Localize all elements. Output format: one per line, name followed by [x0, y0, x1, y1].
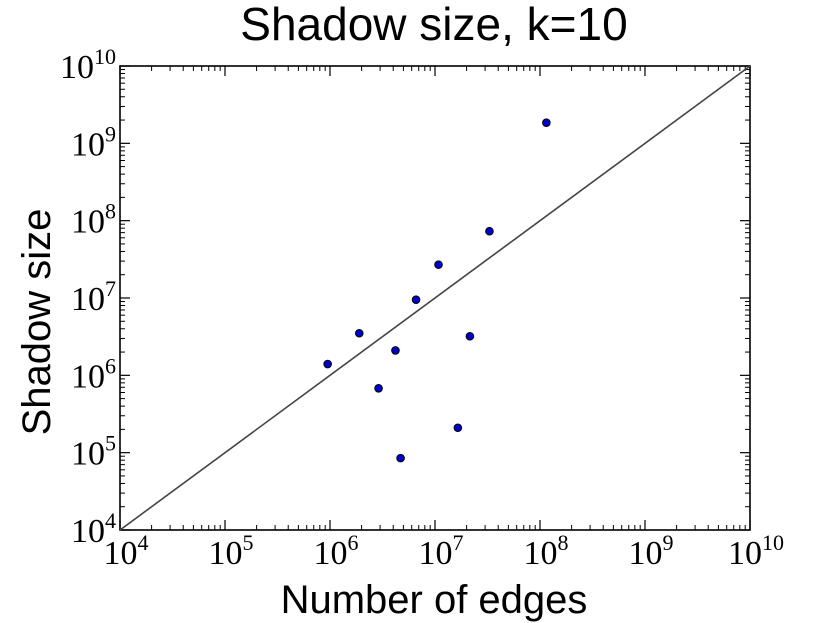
y-axis-label: Shadow size: [15, 209, 59, 436]
x-tick-label: 106: [314, 530, 359, 572]
y-tick-label: 106: [71, 353, 116, 395]
y-tick-label: 109: [71, 121, 116, 163]
chart-title: Shadow size, k=10: [240, 0, 627, 50]
x-tick-label: 107: [419, 530, 464, 572]
data-point: [411, 295, 421, 305]
x-tick-label: 108: [524, 530, 569, 572]
y-tick-label: 108: [71, 199, 116, 241]
data-point: [374, 383, 383, 393]
y-tick-label: 104: [71, 508, 116, 550]
y-tick-label: 107: [71, 276, 116, 318]
data-point: [453, 423, 463, 433]
reference-line: [119, 65, 751, 531]
x-tick-label: 105: [209, 530, 254, 572]
y-tick-label: 105: [71, 431, 116, 473]
data-point: [323, 359, 332, 369]
data-point: [391, 346, 400, 355]
plot-area: 104 105 106 107 108 109 1010 104 105 106 107 108 109…: [60, 44, 784, 572]
x-axis-label: Number of edges: [281, 578, 588, 622]
x-tick-label: 1010: [728, 530, 784, 572]
data-point: [396, 453, 405, 463]
data-point: [434, 260, 443, 269]
data-point: [485, 226, 494, 236]
data-point: [542, 118, 551, 127]
x-tick-label: 104: [104, 530, 149, 572]
y-tick-label: 1010: [60, 44, 116, 86]
x-tick-label: 109: [629, 530, 674, 572]
data-point: [465, 331, 475, 341]
data-point: [354, 328, 364, 338]
